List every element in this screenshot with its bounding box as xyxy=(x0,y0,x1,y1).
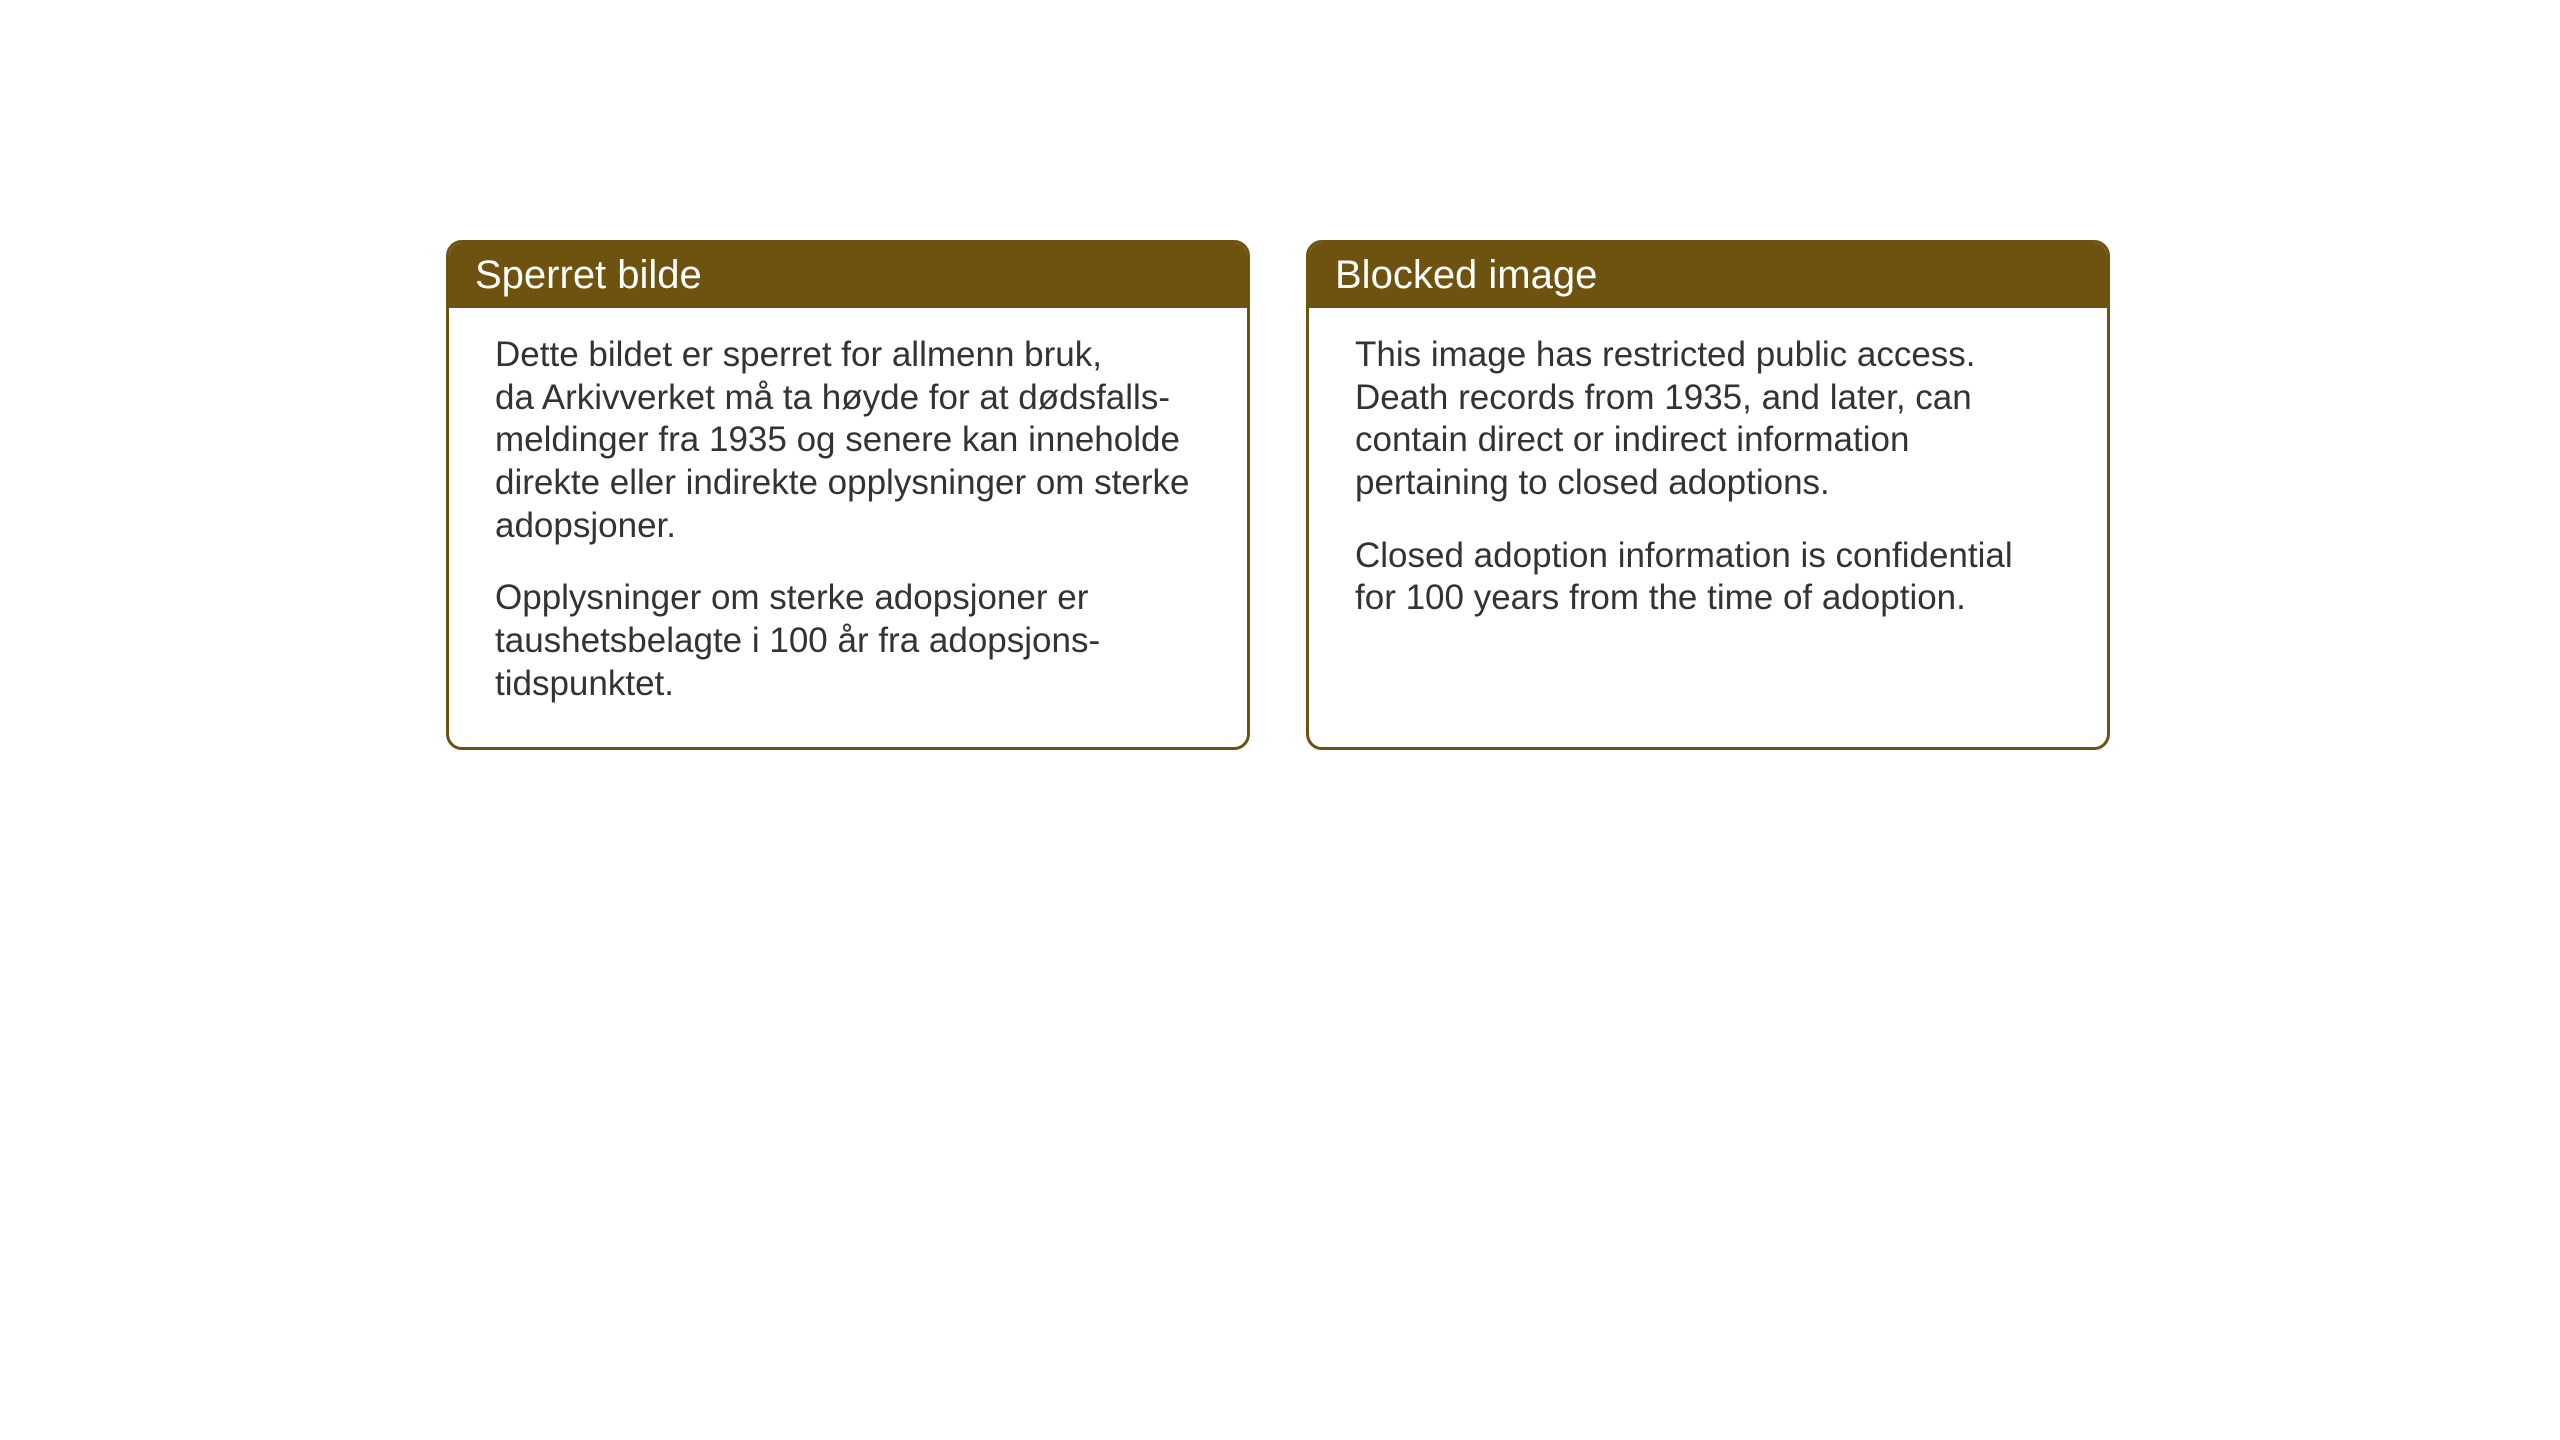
text-line: adopsjoner. xyxy=(495,506,676,545)
card-body-english: This image has restricted public access.… xyxy=(1309,308,2107,747)
notice-card-english: Blocked image This image has restricted … xyxy=(1306,240,2110,750)
paragraph-2-english: Closed adoption information is confident… xyxy=(1355,535,2061,620)
text-line: tidspunktet. xyxy=(495,664,674,703)
text-line: pertaining to closed adoptions. xyxy=(1355,463,1830,502)
text-line: for 100 years from the time of adoption. xyxy=(1355,578,1966,617)
text-line: Dette bildet er sperret for allmenn bruk… xyxy=(495,335,1102,374)
card-title-english: Blocked image xyxy=(1335,253,1597,297)
text-line: taushetsbelagte i 100 år fra adopsjons- xyxy=(495,621,1100,660)
text-line: meldinger fra 1935 og senere kan innehol… xyxy=(495,420,1180,459)
text-line: Opplysninger om sterke adopsjoner er xyxy=(495,578,1088,617)
text-line: Death records from 1935, and later, can xyxy=(1355,378,1972,417)
text-line: direkte eller indirekte opplysninger om … xyxy=(495,463,1190,502)
paragraph-1-norwegian: Dette bildet er sperret for allmenn bruk… xyxy=(495,334,1201,547)
paragraph-1-english: This image has restricted public access.… xyxy=(1355,334,2061,505)
card-header-english: Blocked image xyxy=(1309,243,2107,308)
card-title-norwegian: Sperret bilde xyxy=(475,253,702,297)
text-line: contain direct or indirect information xyxy=(1355,420,1909,459)
card-header-norwegian: Sperret bilde xyxy=(449,243,1247,308)
text-line: Closed adoption information is confident… xyxy=(1355,536,2013,575)
notice-container: Sperret bilde Dette bildet er sperret fo… xyxy=(446,240,2110,750)
text-line: This image has restricted public access. xyxy=(1355,335,1976,374)
text-line: da Arkivverket må ta høyde for at dødsfa… xyxy=(495,378,1170,417)
notice-card-norwegian: Sperret bilde Dette bildet er sperret fo… xyxy=(446,240,1250,750)
paragraph-2-norwegian: Opplysninger om sterke adopsjoner er tau… xyxy=(495,577,1201,705)
card-body-norwegian: Dette bildet er sperret for allmenn bruk… xyxy=(449,308,1247,747)
